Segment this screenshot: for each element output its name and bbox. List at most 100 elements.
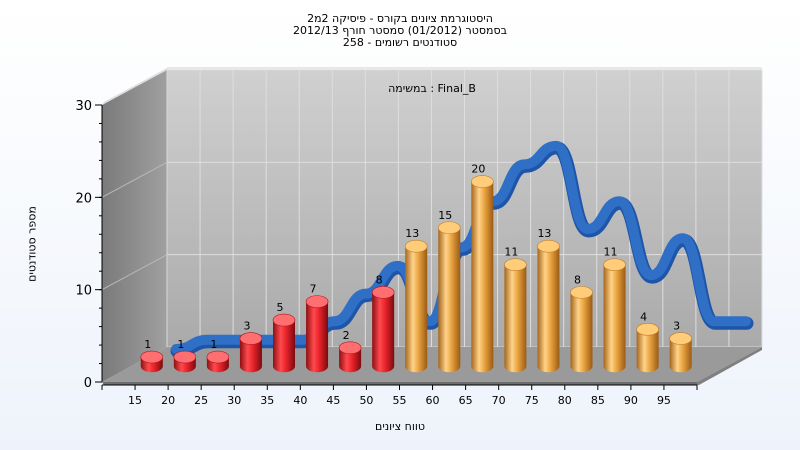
- chart-annotation: במשימה : Final_B: [388, 82, 476, 95]
- bar-top: [570, 286, 593, 299]
- x-tick-label: 90: [624, 394, 638, 407]
- bar-value-label: 7: [310, 283, 317, 296]
- x-tick-label: 25: [194, 394, 208, 407]
- bar-top: [404, 239, 428, 253]
- bar-top: [504, 258, 527, 271]
- bar-top: [471, 175, 494, 188]
- grid-line-side: [101, 161, 168, 198]
- y-tick-label: 10: [75, 284, 92, 299]
- bar-value-label: 8: [574, 273, 581, 286]
- histogram-bar: [437, 221, 461, 373]
- histogram-bar: [404, 239, 428, 373]
- y-tick-label: 20: [75, 191, 92, 206]
- chart-title-line-1: היסטוגרמת ציונים בקורס - פיסיקה 2מ2: [307, 12, 493, 25]
- bar-body: [273, 320, 295, 373]
- bar-body: [636, 329, 659, 373]
- bar-top: [173, 350, 197, 364]
- x-tick-label: 15: [128, 394, 142, 407]
- x-tick-label: 60: [426, 394, 440, 407]
- x-axis-label: טווח ציונים: [375, 420, 425, 433]
- bar-body: [306, 301, 329, 373]
- bar-value-label: 8: [376, 273, 383, 286]
- histogram-bar: [371, 286, 395, 373]
- x-tick-label: 65: [459, 394, 473, 407]
- bar-value-label: 1: [177, 338, 184, 351]
- x-tick-label: 55: [393, 394, 407, 407]
- bar-top: [537, 239, 560, 253]
- bar-value-label: 11: [504, 246, 518, 259]
- x-tick-label: 75: [525, 394, 539, 407]
- histogram-bar: [239, 332, 263, 373]
- x-tick-label: 70: [492, 394, 506, 407]
- floor: [102, 347, 762, 382]
- histogram-bar: [669, 332, 692, 373]
- bar-body: [372, 292, 395, 373]
- bar-value-label: 2: [343, 329, 350, 342]
- bar-top: [206, 350, 230, 364]
- bar-top: [239, 332, 263, 345]
- bar-top: [371, 286, 395, 299]
- left-wall-top: [102, 67, 169, 105]
- bar-body: [504, 264, 527, 373]
- x-tick-label: 50: [359, 394, 373, 407]
- bar-top: [437, 221, 461, 235]
- bar-body: [405, 246, 428, 373]
- histogram-bar: [471, 175, 494, 373]
- x-tick-label: 30: [227, 394, 241, 407]
- bar-body: [339, 347, 362, 373]
- bar-body: [669, 338, 692, 373]
- bar-body: [603, 264, 626, 373]
- bar-body: [438, 227, 461, 373]
- y-tick-label: 30: [75, 99, 92, 114]
- histogram-bar: [338, 341, 362, 373]
- bar-value-label: 1: [210, 338, 217, 351]
- back-wall-top: [167, 67, 762, 70]
- bar-value-label: 20: [471, 163, 485, 176]
- y-axis-label: מספר סטודנטים: [25, 206, 39, 282]
- floor-side: [697, 347, 762, 385]
- y-tick-label: 0: [84, 376, 92, 391]
- bar-value-label: 5: [277, 301, 284, 314]
- chart-title-line-2: בסמסטר (01/2012) סמסטר חורף 2012/13: [293, 24, 507, 37]
- x-tick-label: 45: [326, 394, 340, 407]
- histogram-bar: [173, 350, 197, 373]
- histogram-bar: [272, 313, 296, 373]
- x-tick-label: 40: [293, 394, 307, 407]
- bar-top: [669, 332, 692, 345]
- histogram-bar: [570, 286, 593, 373]
- bar-top: [338, 341, 362, 355]
- histogram-bar: [140, 350, 164, 373]
- bar-body: [239, 338, 262, 373]
- grid-line-side: [101, 254, 168, 291]
- x-tick-label: 85: [591, 394, 605, 407]
- histogram-bar: [504, 258, 527, 373]
- bar-value-label: 13: [537, 227, 551, 240]
- bar-top: [603, 258, 626, 271]
- bar-top: [272, 313, 296, 327]
- bar-value-label: 4: [640, 310, 647, 323]
- histogram-bar: [636, 323, 659, 373]
- left-wall: [102, 70, 167, 382]
- bar-value-label: 15: [438, 209, 452, 222]
- histogram-bar: [537, 239, 560, 373]
- histogram-bar: [603, 258, 626, 373]
- bar-value-label: 3: [673, 320, 680, 333]
- bar-top: [140, 350, 164, 364]
- chart-title-line-3: סטודנטים רשומים - 258: [342, 36, 458, 49]
- floor-edge: [102, 382, 699, 385]
- x-tick-label: 20: [161, 394, 175, 407]
- x-tick-label: 80: [558, 394, 572, 407]
- bar-body: [537, 246, 560, 373]
- x-tick-label: 95: [657, 394, 671, 407]
- bar-top: [305, 295, 329, 308]
- bar-top: [636, 323, 659, 336]
- x-tick-label: 35: [260, 394, 274, 407]
- bar-value-label: 3: [243, 320, 250, 333]
- bar-body: [471, 181, 494, 373]
- bar-value-label: 13: [405, 227, 419, 240]
- histogram-bar: [305, 295, 329, 373]
- histogram-bar: [206, 350, 230, 373]
- bar-body: [570, 292, 593, 373]
